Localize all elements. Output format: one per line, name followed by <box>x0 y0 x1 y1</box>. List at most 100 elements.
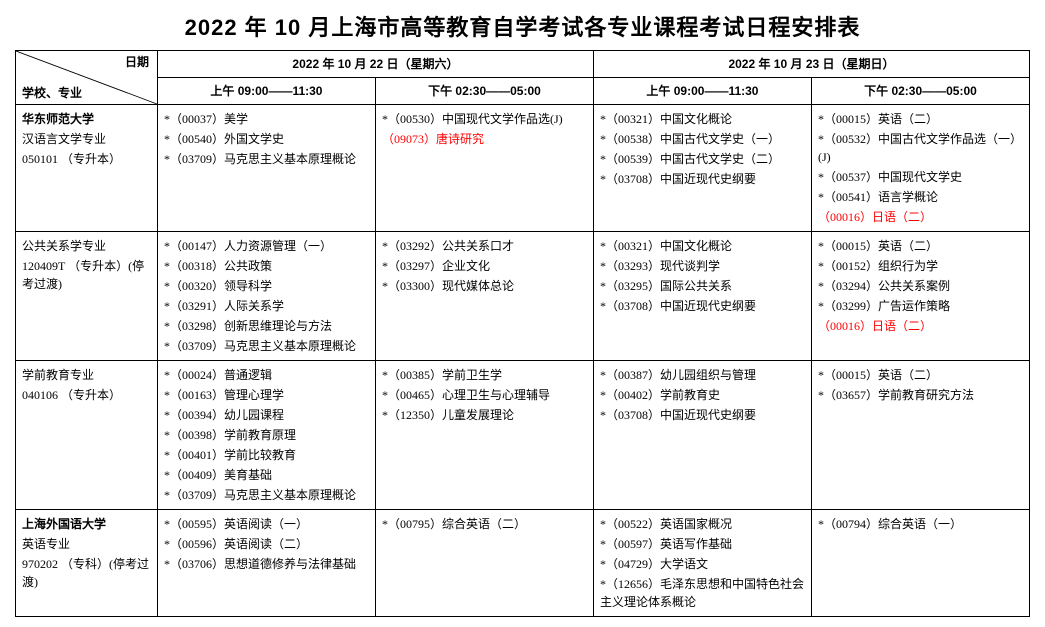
slot-cell: *（00024）普通逻辑*（00163）管理心理学*（00394）幼儿园课程*（… <box>157 361 375 510</box>
course-line: *（03292）公共关系口才 <box>382 236 587 256</box>
major-line: 040106 （专升本） <box>22 385 151 405</box>
course-line: *（00465）心理卫生与心理辅导 <box>382 385 587 405</box>
course-line: *（00163）管理心理学 <box>164 385 369 405</box>
course-line: *（00318）公共政策 <box>164 256 369 276</box>
school-cell: 华东师范大学汉语言文学专业050101 （专升本） <box>16 105 158 232</box>
major-line: 英语专业 <box>22 534 151 554</box>
course-line: *（03298）创新思维理论与方法 <box>164 316 369 336</box>
major-line: 公共关系学专业 <box>22 236 151 256</box>
course-line: *（00402）学前教育史 <box>600 385 805 405</box>
course-line: *（03657）学前教育研究方法 <box>818 385 1023 405</box>
course-line: *（00539）中国古代文学史（二） <box>600 149 805 169</box>
course-line: *（00537）中国现代文学史 <box>818 167 1023 187</box>
course-line: *（00015）英语（二） <box>818 365 1023 385</box>
course-line: *（00147）人力资源管理（一） <box>164 236 369 256</box>
course-line: *（00015）英语（二） <box>818 236 1023 256</box>
course-line: *（03709）马克思主义基本原理概论 <box>164 336 369 356</box>
page-title: 2022 年 10 月上海市高等教育自学考试各专业课程考试日程安排表 <box>15 10 1030 42</box>
slot-cell: *（03292）公共关系口才*（03297）企业文化*（03300）现代媒体总论 <box>375 232 593 361</box>
major-line: 050101 （专升本） <box>22 149 151 169</box>
header-day2: 2022 年 10 月 23 日（星期日） <box>593 51 1029 78</box>
school-cell: 公共关系学专业120409T （专升本）(停考过渡) <box>16 232 158 361</box>
header-corner: 日期 学校、专业 <box>16 51 158 105</box>
header-day1: 2022 年 10 月 22 日（星期六） <box>157 51 593 78</box>
slot-cell: *（00795）综合英语（二） <box>375 510 593 617</box>
school-cell: 上海外国语大学英语专业970202 （专科）(停考过渡) <box>16 510 158 617</box>
course-line: *（00532）中国古代文学作品选（一）(J) <box>818 129 1023 167</box>
course-line: *（12350）儿童发展理论 <box>382 405 587 425</box>
table-row: 学前教育专业040106 （专升本）*（00024）普通逻辑*（00163）管理… <box>16 361 1030 510</box>
course-line: *（00530）中国现代文学作品选(J) <box>382 109 587 129</box>
corner-date-label: 日期 <box>125 53 149 71</box>
course-line: *（03708）中国近现代史纲要 <box>600 405 805 425</box>
course-line: *（03706）思想道德修养与法律基础 <box>164 554 369 574</box>
slot-cell: *（00385）学前卫生学*（00465）心理卫生与心理辅导*（12350）儿童… <box>375 361 593 510</box>
course-line: *（03708）中国近现代史纲要 <box>600 296 805 316</box>
corner-school-label: 学校、专业 <box>22 84 82 102</box>
course-line: *（00538）中国古代文学史（一） <box>600 129 805 149</box>
course-line: *（00540）外国文学史 <box>164 129 369 149</box>
course-line: *（03299）广告运作策略 <box>818 296 1023 316</box>
course-line: *（00387）幼儿园组织与管理 <box>600 365 805 385</box>
course-line: *（03293）现代谈判学 <box>600 256 805 276</box>
course-line: *（03708）中国近现代史纲要 <box>600 169 805 189</box>
slot-cell: *（00015）英语（二）*（00152）组织行为学*（03294）公共关系案例… <box>811 232 1029 361</box>
course-line: *（00321）中国文化概论 <box>600 109 805 129</box>
course-line: *（00024）普通逻辑 <box>164 365 369 385</box>
school-name: 华东师范大学 <box>22 109 151 129</box>
major-line: 970202 （专科）(停考过渡) <box>22 554 151 592</box>
course-line: *（00541）语言学概论 <box>818 187 1023 207</box>
slot-cell: *（00794）综合英语（一） <box>811 510 1029 617</box>
slot-cell: *（00522）英语国家概况*（00597）英语写作基础*（04729）大学语文… <box>593 510 811 617</box>
course-line: *（04729）大学语文 <box>600 554 805 574</box>
course-line: *（00394）幼儿园课程 <box>164 405 369 425</box>
course-line: *（00595）英语阅读（一） <box>164 514 369 534</box>
slot-cell: *（00015）英语（二）*（03657）学前教育研究方法 <box>811 361 1029 510</box>
major-line: 汉语言文学专业 <box>22 129 151 149</box>
slot-cell: *（00530）中国现代文学作品选(J)（09073）唐诗研究 <box>375 105 593 232</box>
course-line: *（00409）美育基础 <box>164 465 369 485</box>
course-line: *（03294）公共关系案例 <box>818 276 1023 296</box>
course-line: *（00320）领导科学 <box>164 276 369 296</box>
slot-cell: *（00595）英语阅读（一）*（00596）英语阅读（二）*（03706）思想… <box>157 510 375 617</box>
schedule-table: 日期 学校、专业 2022 年 10 月 22 日（星期六） 2022 年 10… <box>15 50 1030 617</box>
course-line: *（00385）学前卫生学 <box>382 365 587 385</box>
course-line: *（00596）英语阅读（二） <box>164 534 369 554</box>
slot-cell: *（00037）美学*（00540）外国文学史*（03709）马克思主义基本原理… <box>157 105 375 232</box>
table-row: 华东师范大学汉语言文学专业050101 （专升本）*（00037）美学*（005… <box>16 105 1030 232</box>
course-line: *（00401）学前比较教育 <box>164 445 369 465</box>
slot-cell: *（00321）中国文化概论*（00538）中国古代文学史（一）*（00539）… <box>593 105 811 232</box>
course-line: *（00522）英语国家概况 <box>600 514 805 534</box>
slot-cell: *（00387）幼儿园组织与管理*（00402）学前教育史*（03708）中国近… <box>593 361 811 510</box>
major-line: 120409T （专升本）(停考过渡) <box>22 256 151 294</box>
course-line: *（00398）学前教育原理 <box>164 425 369 445</box>
course-line: *（00152）组织行为学 <box>818 256 1023 276</box>
major-line: 学前教育专业 <box>22 365 151 385</box>
slot-cell: *（00015）英语（二）*（00532）中国古代文学作品选（一）(J)*（00… <box>811 105 1029 232</box>
course-line: （00016）日语（二） <box>818 316 1023 336</box>
header-slot4: 下午 02:30——05:00 <box>811 78 1029 105</box>
school-cell: 学前教育专业040106 （专升本） <box>16 361 158 510</box>
course-line: *（03291）人际关系学 <box>164 296 369 316</box>
course-line: *（00597）英语写作基础 <box>600 534 805 554</box>
school-name: 上海外国语大学 <box>22 514 151 534</box>
header-slot1: 上午 09:00——11:30 <box>157 78 375 105</box>
course-line: （09073）唐诗研究 <box>382 129 587 149</box>
course-line: *（03709）马克思主义基本原理概论 <box>164 149 369 169</box>
course-line: *（00037）美学 <box>164 109 369 129</box>
course-line: （00016）日语（二） <box>818 207 1023 227</box>
table-row: 上海外国语大学英语专业970202 （专科）(停考过渡)*（00595）英语阅读… <box>16 510 1030 617</box>
course-line: *（12656）毛泽东思想和中国特色社会主义理论体系概论 <box>600 574 805 612</box>
course-line: *（00794）综合英语（一） <box>818 514 1023 534</box>
header-slot3: 上午 09:00——11:30 <box>593 78 811 105</box>
slot-cell: *（00321）中国文化概论*（03293）现代谈判学*（03295）国际公共关… <box>593 232 811 361</box>
header-slot2: 下午 02:30——05:00 <box>375 78 593 105</box>
course-line: *（00015）英语（二） <box>818 109 1023 129</box>
course-line: *（03709）马克思主义基本原理概论 <box>164 485 369 505</box>
table-row: 公共关系学专业120409T （专升本）(停考过渡)*（00147）人力资源管理… <box>16 232 1030 361</box>
course-line: *（03300）现代媒体总论 <box>382 276 587 296</box>
course-line: *（03297）企业文化 <box>382 256 587 276</box>
course-line: *（00795）综合英语（二） <box>382 514 587 534</box>
slot-cell: *（00147）人力资源管理（一）*（00318）公共政策*（00320）领导科… <box>157 232 375 361</box>
course-line: *（00321）中国文化概论 <box>600 236 805 256</box>
